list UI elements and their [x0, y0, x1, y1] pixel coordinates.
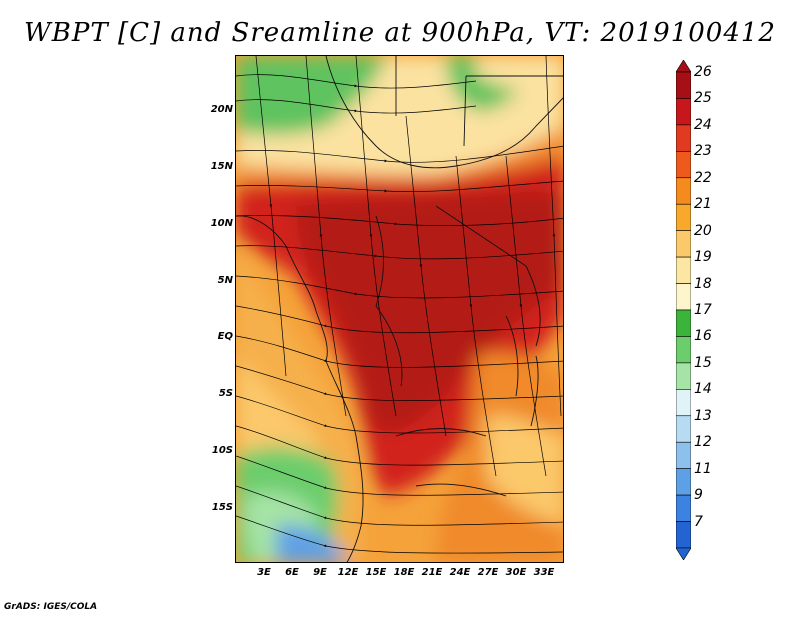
colorbar-tick-label: 22 — [694, 169, 712, 186]
lon-label-21e: 21E — [421, 567, 443, 578]
colorbar-tick-label: 12 — [694, 434, 712, 451]
lon-label-15e: 15E — [365, 567, 387, 578]
map-panel — [235, 55, 564, 563]
colorbar-segment — [676, 309, 691, 337]
lon-label-33e: 33E — [533, 567, 555, 578]
colorbar-segment — [676, 468, 691, 496]
colorbar-segment — [676, 362, 691, 390]
lat-label-10n: 10N — [210, 218, 233, 229]
colorbar-tick-label: 13 — [694, 407, 712, 424]
streamlines — [236, 56, 563, 554]
lon-label-30e: 30E — [505, 567, 527, 578]
colorbar-segment — [676, 124, 691, 152]
chart-title: WBPT [C] and Sreamline at 900hPa, VT: 20… — [24, 18, 776, 48]
lon-label-12e: 12E — [337, 567, 359, 578]
colorbar-segment — [676, 441, 691, 469]
colorbar-segment — [676, 230, 691, 258]
colorbar — [676, 60, 691, 560]
colorbar-segment — [676, 521, 691, 549]
colorbar-tick-label: 23 — [694, 143, 712, 160]
colorbar-segment — [676, 415, 691, 443]
lon-label-3e: 3E — [257, 567, 271, 578]
colorbar-tick-label: 24 — [694, 116, 712, 133]
colorbar-bottom-arrow — [676, 547, 691, 560]
colorbar-tick-label: 18 — [694, 275, 712, 292]
lon-label-18e: 18E — [393, 567, 415, 578]
lat-label-5s: 5S — [218, 388, 233, 399]
temperature-fill — [236, 56, 563, 562]
colorbar-segment — [676, 98, 691, 126]
lon-label-24e: 24E — [449, 567, 471, 578]
lon-label-27e: 27E — [477, 567, 499, 578]
lat-label-15n: 15N — [210, 161, 233, 172]
colorbar-tick-label: 7 — [694, 513, 703, 530]
lat-label-eq: EQ — [217, 331, 233, 342]
colorbar-segment — [676, 177, 691, 205]
colorbar-top-arrow — [676, 60, 691, 73]
lat-label-20n: 20N — [210, 104, 233, 115]
colorbar-segment — [676, 336, 691, 364]
colorbar-tick-label: 19 — [694, 249, 712, 266]
lat-label-10s: 10S — [211, 445, 233, 456]
colorbar-segment — [676, 283, 691, 311]
colorbar-tick-label: 9 — [694, 487, 703, 504]
colorbar-segment — [676, 151, 691, 179]
colorbar-segment — [676, 389, 691, 417]
colorbar-tick-label: 20 — [694, 222, 712, 239]
colorbar-tick-label: 15 — [694, 354, 712, 371]
colorbar-tick-label: 14 — [694, 381, 712, 398]
colorbar-tick-label: 11 — [694, 460, 712, 477]
lon-label-9e: 9E — [313, 567, 327, 578]
footer-credit: GrADS: IGES/COLA — [4, 602, 98, 612]
colorbar-tick-label: 21 — [694, 196, 712, 213]
colorbar-tick-label: 25 — [694, 90, 712, 107]
lat-label-15s: 15S — [211, 502, 233, 513]
colorbar-segment — [676, 494, 691, 522]
colorbar-tick-label: 17 — [694, 302, 712, 318]
lon-label-6e: 6E — [285, 567, 299, 578]
colorbar-segment — [676, 256, 691, 284]
colorbar-tick-label: 26 — [694, 64, 712, 80]
colorbar-segment — [676, 203, 691, 231]
wbpt-field-map — [236, 56, 563, 562]
colorbar-tick-label: 16 — [694, 328, 712, 345]
lat-label-5n: 5N — [217, 275, 233, 286]
colorbar-segment — [676, 71, 691, 99]
